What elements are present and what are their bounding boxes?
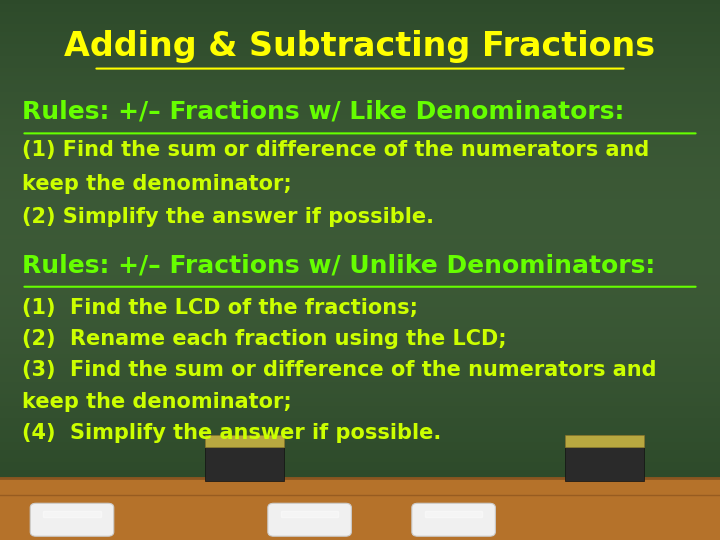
Text: Rules: +/– Fractions w/ Like Denominators:: Rules: +/– Fractions w/ Like Denominator… bbox=[22, 100, 624, 124]
Text: keep the denominator;: keep the denominator; bbox=[22, 174, 292, 194]
Text: (1) Find the sum or difference of the numerators and: (1) Find the sum or difference of the nu… bbox=[22, 140, 649, 160]
Text: keep the denominator;: keep the denominator; bbox=[22, 392, 292, 411]
Text: (4)  Simplify the answer if possible.: (4) Simplify the answer if possible. bbox=[22, 423, 441, 443]
Text: Adding & Subtracting Fractions: Adding & Subtracting Fractions bbox=[64, 30, 656, 63]
Bar bbox=[205, 435, 284, 447]
Text: (2)  Rename each fraction using the LCD;: (2) Rename each fraction using the LCD; bbox=[22, 329, 506, 349]
FancyBboxPatch shape bbox=[412, 503, 495, 536]
Text: (1)  Find the LCD of the fractions;: (1) Find the LCD of the fractions; bbox=[22, 298, 418, 318]
Text: Rules: +/– Fractions w/ Unlike Denominators:: Rules: +/– Fractions w/ Unlike Denominat… bbox=[22, 253, 655, 277]
Text: (3)  Find the sum or difference of the numerators and: (3) Find the sum or difference of the nu… bbox=[22, 360, 656, 380]
FancyBboxPatch shape bbox=[30, 503, 114, 536]
Bar bbox=[565, 435, 644, 481]
Bar bbox=[565, 435, 644, 447]
Bar bbox=[205, 435, 284, 481]
FancyBboxPatch shape bbox=[268, 503, 351, 536]
Bar bbox=[0, 478, 720, 540]
Text: (2) Simplify the answer if possible.: (2) Simplify the answer if possible. bbox=[22, 207, 433, 227]
